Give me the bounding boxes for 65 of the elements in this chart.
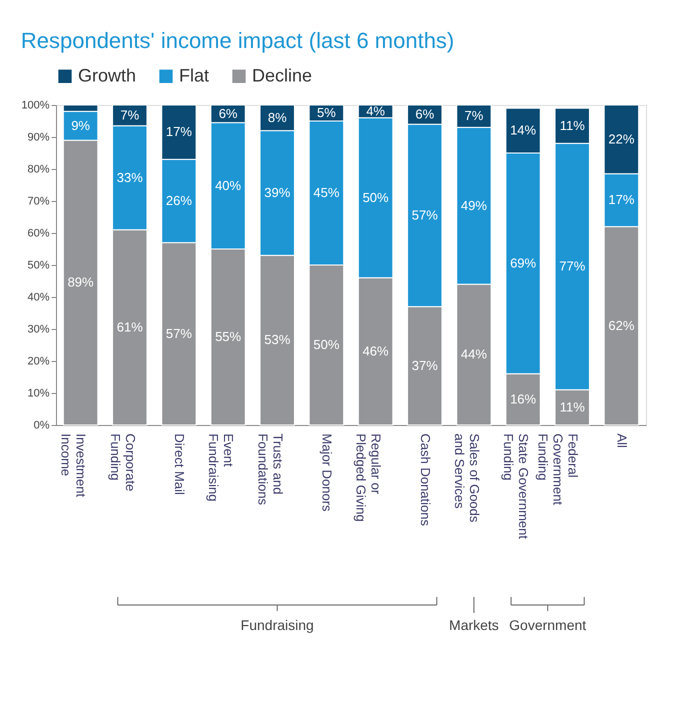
data-label: 53%: [264, 332, 291, 348]
data-label: 11%: [560, 118, 586, 133]
data-label: 22%: [608, 131, 635, 146]
data-label: 50%: [313, 337, 340, 352]
y-tick-label: 50%: [27, 260, 50, 272]
data-label: 49%: [460, 198, 488, 213]
data-label: 4%: [366, 103, 386, 118]
data-label: 26%: [166, 193, 192, 208]
y-tick-label: 90%: [27, 132, 50, 144]
y-tick-label: 100%: [21, 100, 50, 112]
x-tick-label: Sales of Goods and Services: [452, 434, 482, 523]
text: Government: [509, 617, 586, 633]
data-label: 89%: [68, 274, 94, 290]
legend-label: Growth: [78, 65, 136, 86]
data-label: 45%: [313, 185, 340, 200]
y-tick-label: 30%: [27, 324, 50, 336]
data-label: 5%: [317, 105, 336, 120]
data-label: 11%: [560, 399, 586, 414]
y-tick-label: 20%: [27, 356, 50, 368]
x-tick-label: Event Fundraising: [206, 434, 236, 502]
data-label: 46%: [362, 343, 390, 358]
data-label: 50%: [362, 190, 390, 205]
data-label: 7%: [120, 107, 140, 122]
data-label: 9%: [71, 118, 90, 133]
text: Fundraising: [240, 617, 314, 633]
x-tick-label: State Government Funding: [501, 434, 532, 540]
x-tick-label: Corporate Funding: [108, 434, 138, 492]
text: Markets: [449, 617, 499, 633]
data-label: 17%: [166, 124, 192, 140]
data-label: 17%: [608, 192, 635, 208]
data-label: 44%: [460, 346, 488, 362]
data-label: 6%: [415, 106, 435, 122]
x-tick-label: Federal Government Funding: [535, 434, 580, 506]
data-label: 37%: [412, 358, 438, 373]
y-tick-label: 80%: [27, 164, 50, 176]
chart-title: Respondents' income impact (last 6 months): [20, 28, 454, 53]
y-tick-label: 60%: [27, 228, 50, 240]
data-label: 57%: [412, 207, 438, 222]
x-tick-label: All: [614, 434, 630, 448]
data-label: 77%: [559, 258, 586, 274]
y-tick-label: 40%: [27, 292, 50, 304]
data-label: 62%: [608, 318, 635, 333]
data-label: 39%: [264, 185, 291, 200]
data-label: 8%: [268, 110, 288, 125]
data-label: 61%: [116, 319, 144, 334]
y-tick-label: 10%: [27, 388, 50, 400]
x-tick-label: Direct Mail: [172, 434, 187, 496]
x-tick-label: Major Donors: [319, 434, 334, 512]
legend-label: Flat: [179, 65, 210, 86]
x-tick-label: Trusts and Foundations: [255, 434, 286, 506]
data-label: 33%: [116, 170, 144, 185]
data-label: 7%: [464, 108, 484, 124]
x-tick-label: Cash Donations: [418, 434, 433, 526]
data-label: 57%: [166, 326, 192, 341]
data-label: 55%: [215, 329, 242, 344]
data-label: 69%: [510, 255, 537, 270]
x-tick-label: Investment Income: [58, 434, 89, 498]
data-label: 14%: [510, 122, 537, 138]
x-tick-label: Regular or Pledged Giving: [354, 434, 384, 522]
data-label: 16%: [510, 391, 537, 406]
data-label: 40%: [215, 178, 242, 193]
data-label: 6%: [218, 106, 238, 121]
y-tick-label: 0%: [34, 420, 50, 432]
legend-label: Decline: [252, 65, 312, 86]
y-tick-label: 70%: [27, 196, 50, 208]
